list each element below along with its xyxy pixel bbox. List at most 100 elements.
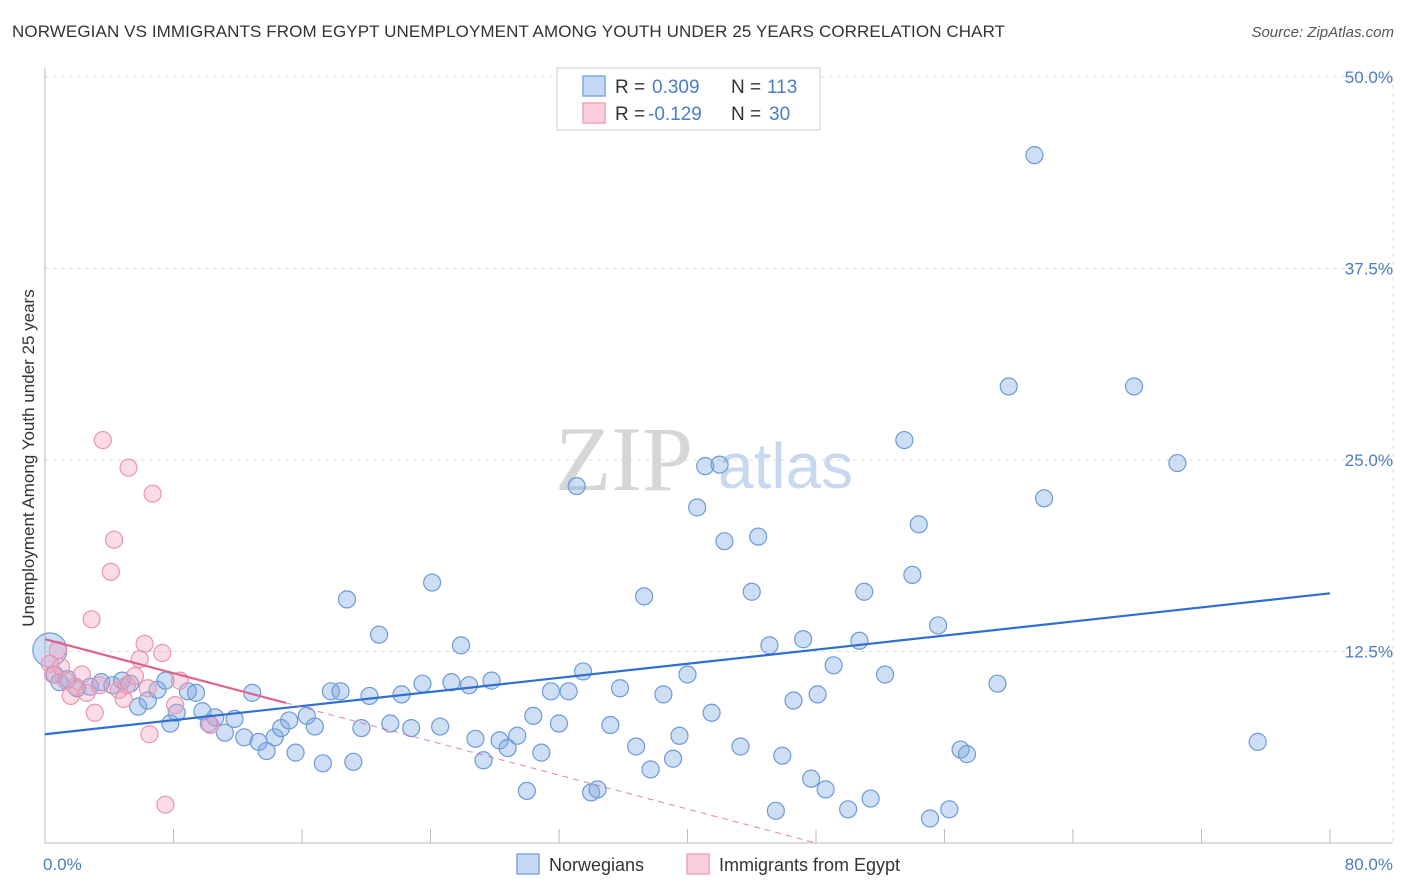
norwegians-point (678, 665, 697, 684)
norwegians-point (784, 691, 803, 710)
egypt-point (140, 725, 159, 744)
norwegians-point (532, 743, 551, 762)
norwegians-point (265, 728, 284, 747)
norwegians-point (360, 686, 379, 706)
y-tick-label: 12.5% (1345, 643, 1393, 662)
egypt-point (201, 715, 220, 735)
norwegians-point (928, 616, 948, 635)
series-legend: Norwegians Immigrants from Egypt (516, 853, 900, 875)
norwegians-point (670, 726, 689, 745)
norwegians-point (1168, 453, 1187, 473)
egypt-point (85, 703, 104, 722)
egypt-point (90, 676, 109, 695)
norwegians-point (988, 674, 1007, 693)
egypt-point (101, 562, 120, 581)
egypt-point (114, 689, 133, 709)
norwegians-point (635, 587, 654, 606)
norwegians-point (749, 527, 768, 546)
bottom-legend-label-egypt: Immigrants from Egypt (719, 855, 900, 875)
norwegians-point (352, 718, 371, 738)
norwegians-point (129, 697, 148, 716)
norwegians-point (824, 656, 843, 675)
norwegians-point (839, 800, 858, 819)
axes (44, 68, 1393, 844)
norwegians-point (909, 515, 928, 534)
watermark-atlas: atlas (718, 430, 853, 502)
bottom-legend-label-norwegians: Norwegians (549, 855, 644, 875)
legend-r-value-1: 0.309 (652, 77, 700, 98)
norwegians-point (549, 714, 569, 733)
norwegians-point (92, 673, 111, 692)
norwegians-point (305, 717, 324, 736)
legend-n-label-1: N = (731, 77, 761, 98)
norwegians-point (715, 532, 734, 551)
norwegians-point (802, 769, 821, 788)
norwegians-point (167, 703, 186, 722)
egypt-point (104, 530, 124, 549)
egypt-point (143, 484, 162, 503)
norwegians-point (895, 430, 914, 450)
norwegians-point (957, 745, 977, 764)
norwegians-point (466, 729, 485, 748)
legend-r-value-2: -0.129 (648, 104, 702, 125)
bottom-legend-swatch-blue (516, 853, 540, 875)
norwegians-point (696, 457, 715, 476)
norwegians-point (610, 679, 630, 698)
source-credit: Source: ZipAtlas.com (1251, 24, 1394, 41)
egypt-point (93, 430, 112, 450)
legend-swatch-blue (582, 75, 606, 97)
norwegians-point (370, 625, 389, 644)
egypt-point (125, 666, 145, 686)
norwegians-point (517, 781, 536, 801)
norwegians-point (402, 718, 421, 738)
norwegians-point (731, 737, 750, 756)
norwegians-point (381, 714, 400, 733)
norwegians-point (541, 682, 561, 701)
norwegians-points (32, 146, 1267, 828)
egypt-point (51, 657, 71, 676)
norwegians-point (474, 751, 493, 770)
norwegians-point (186, 683, 206, 702)
norwegians-point (573, 662, 593, 681)
norwegians-point (498, 738, 517, 758)
y-tick-labels: 12.5% 25.0% 37.5% 50.0% (1345, 68, 1393, 662)
trend-lines (44, 592, 1331, 844)
norwegians-point (688, 498, 707, 517)
norwegians-point (313, 754, 332, 773)
norwegians-point (344, 752, 363, 771)
norwegians-point (331, 682, 350, 701)
watermark-zip: ZIP (555, 408, 693, 510)
norwegians-point (567, 476, 586, 496)
norwegians-point (903, 565, 922, 585)
norwegians-point (286, 743, 305, 762)
egypt-point (72, 665, 92, 684)
egypt-point (138, 679, 157, 698)
norwegians-point (951, 740, 970, 759)
norwegians-point (920, 809, 940, 828)
egypt-point (166, 696, 185, 715)
legend-n-label-2: N = (731, 104, 761, 125)
egypt-point (153, 643, 172, 663)
norwegians-point (850, 631, 869, 650)
norwegians-point (1124, 377, 1144, 396)
chart-title: NORWEGIAN VS IMMIGRANTS FROM EGYPT UNEMP… (12, 22, 1006, 41)
norwegians-point (875, 665, 895, 684)
y-axis-label: Unemployment Among Youth under 25 years (19, 289, 38, 626)
norwegians-point (654, 685, 673, 704)
norwegians-point (524, 706, 543, 725)
legend-swatch-pink (582, 102, 606, 124)
egypt-point (135, 634, 154, 653)
norwegians-point (1025, 146, 1044, 165)
norwegians-point (702, 703, 721, 722)
norwegians-point (459, 676, 479, 695)
norwegians-point (588, 780, 607, 799)
norwegians-point (766, 801, 785, 820)
norwegians-point (855, 582, 874, 601)
norwegians-point (559, 682, 578, 701)
egypt-point (40, 654, 59, 673)
egypt-points (40, 430, 220, 814)
norwegians-point (257, 741, 276, 761)
legend-r-label-1: R = (615, 77, 645, 98)
norwegians-point (337, 590, 357, 609)
